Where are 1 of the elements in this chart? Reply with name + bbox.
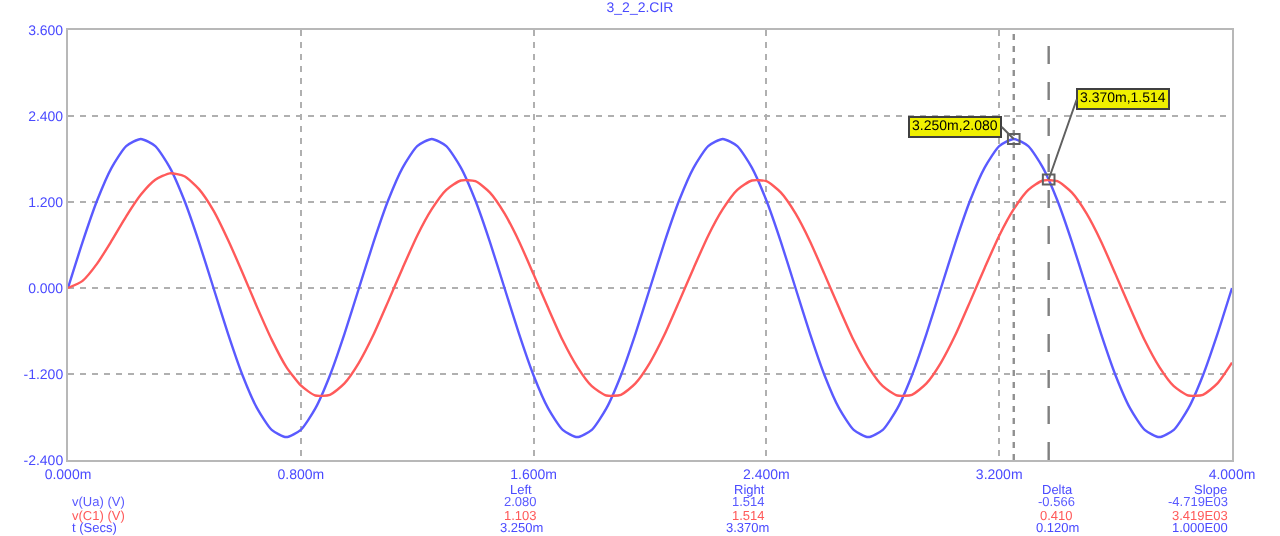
line-series <box>68 172 1232 398</box>
